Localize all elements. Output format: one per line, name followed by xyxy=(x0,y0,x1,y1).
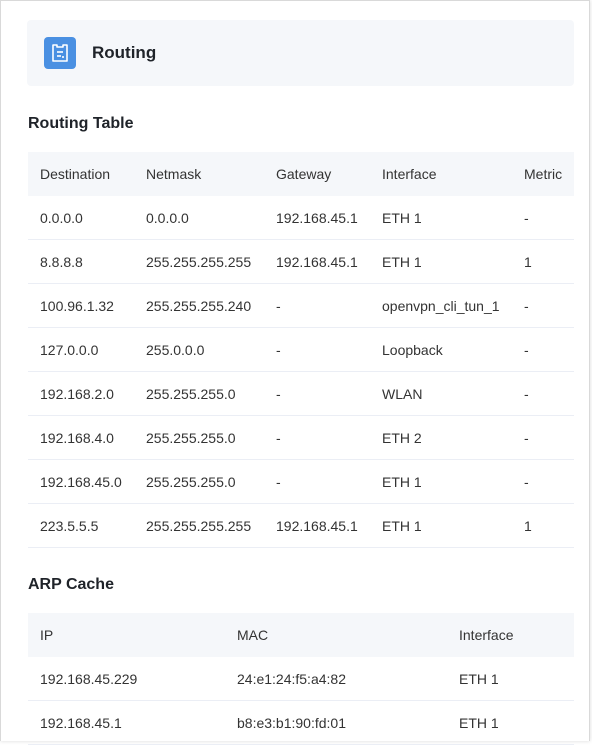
cell-metric: - xyxy=(512,283,574,328)
column-header-metric: Metric xyxy=(512,152,574,196)
cell-netmask: 255.255.255.0 xyxy=(134,459,264,504)
cell-netmask: 0.0.0.0 xyxy=(134,196,264,240)
cell-ip: 192.168.45.1 xyxy=(28,700,225,745)
cell-destination: 127.0.0.0 xyxy=(28,327,134,372)
cell-metric: 1 xyxy=(512,503,574,548)
table-row: 8.8.8.8 255.255.255.255 192.168.45.1 ETH… xyxy=(28,239,574,284)
cell-gateway: - xyxy=(264,415,370,460)
cell-interface: Loopback xyxy=(370,327,512,372)
cell-interface: openvpn_cli_tun_1 xyxy=(370,283,512,328)
table-row: 0.0.0.0 0.0.0.0 192.168.45.1 ETH 1 - xyxy=(28,196,574,240)
column-header-gateway: Gateway xyxy=(264,152,370,196)
cell-mac: b8:e3:b1:90:fd:01 xyxy=(225,700,447,745)
column-header-mac: MAC xyxy=(225,613,447,657)
column-header-interface: Interface xyxy=(370,152,512,196)
table-row: 192.168.2.0 255.255.255.0 - WLAN - xyxy=(28,371,574,416)
table-row: 100.96.1.32 255.255.255.240 - openvpn_cl… xyxy=(28,283,574,328)
cell-interface: ETH 1 xyxy=(447,700,574,745)
cell-gateway: 192.168.45.1 xyxy=(264,239,370,284)
routing-table-title: Routing Table xyxy=(28,115,134,132)
cell-netmask: 255.255.255.0 xyxy=(134,371,264,416)
routing-table: Destination Netmask Gateway Interface Me… xyxy=(28,152,574,548)
cell-metric: 1 xyxy=(512,239,574,284)
table-header-row: IP MAC Interface xyxy=(28,613,574,657)
cell-destination: 0.0.0.0 xyxy=(28,196,134,240)
cell-destination: 192.168.45.0 xyxy=(28,459,134,504)
cell-gateway: - xyxy=(264,283,370,328)
table-row: 192.168.45.229 24:e1:24:f5:a4:82 ETH 1 xyxy=(28,657,574,701)
cell-mac: 24:e1:24:f5:a4:82 xyxy=(225,657,447,701)
cell-interface: ETH 2 xyxy=(370,415,512,460)
cell-interface: ETH 1 xyxy=(370,239,512,284)
cell-destination: 192.168.2.0 xyxy=(28,371,134,416)
cell-netmask: 255.0.0.0 xyxy=(134,327,264,372)
cell-interface: ETH 1 xyxy=(370,459,512,504)
cell-gateway: - xyxy=(264,459,370,504)
cell-interface: ETH 1 xyxy=(447,657,574,701)
cell-interface: ETH 1 xyxy=(370,196,512,240)
panel-header: Routing xyxy=(27,20,574,86)
cell-metric: - xyxy=(512,371,574,416)
cell-destination: 223.5.5.5 xyxy=(28,503,134,548)
cell-netmask: 255.255.255.240 xyxy=(134,283,264,328)
router-icon xyxy=(44,37,76,69)
column-header-ip: IP xyxy=(28,613,225,657)
table-row: 192.168.45.1 b8:e3:b1:90:fd:01 ETH 1 xyxy=(28,700,574,745)
cell-destination: 192.168.4.0 xyxy=(28,415,134,460)
table-row: 192.168.45.0 255.255.255.0 - ETH 1 - xyxy=(28,459,574,504)
table-row: 223.5.5.5 255.255.255.255 192.168.45.1 E… xyxy=(28,503,574,548)
cell-destination: 100.96.1.32 xyxy=(28,283,134,328)
cell-interface: ETH 1 xyxy=(370,503,512,548)
cell-interface: WLAN xyxy=(370,371,512,416)
arp-cache-table: IP MAC Interface 192.168.45.229 24:e1:24… xyxy=(28,613,574,745)
table-row: 127.0.0.0 255.0.0.0 - Loopback - xyxy=(28,327,574,372)
cell-netmask: 255.255.255.0 xyxy=(134,415,264,460)
cell-metric: - xyxy=(512,415,574,460)
table-header-row: Destination Netmask Gateway Interface Me… xyxy=(28,152,574,196)
cell-gateway: - xyxy=(264,327,370,372)
page-title: Routing xyxy=(92,43,157,62)
cell-ip: 192.168.45.229 xyxy=(28,657,225,701)
cell-gateway: 192.168.45.1 xyxy=(264,196,370,240)
cell-metric: - xyxy=(512,327,574,372)
cell-netmask: 255.255.255.255 xyxy=(134,239,264,284)
cell-gateway: 192.168.45.1 xyxy=(264,503,370,548)
column-header-interface: Interface xyxy=(447,613,574,657)
column-header-destination: Destination xyxy=(28,152,134,196)
cell-metric: - xyxy=(512,196,574,240)
column-header-netmask: Netmask xyxy=(134,152,264,196)
arp-cache-title: ARP Cache xyxy=(28,576,114,593)
cell-metric: - xyxy=(512,459,574,504)
table-row: 192.168.4.0 255.255.255.0 - ETH 2 - xyxy=(28,415,574,460)
cell-netmask: 255.255.255.255 xyxy=(134,503,264,548)
cell-gateway: - xyxy=(264,371,370,416)
cell-destination: 8.8.8.8 xyxy=(28,239,134,284)
